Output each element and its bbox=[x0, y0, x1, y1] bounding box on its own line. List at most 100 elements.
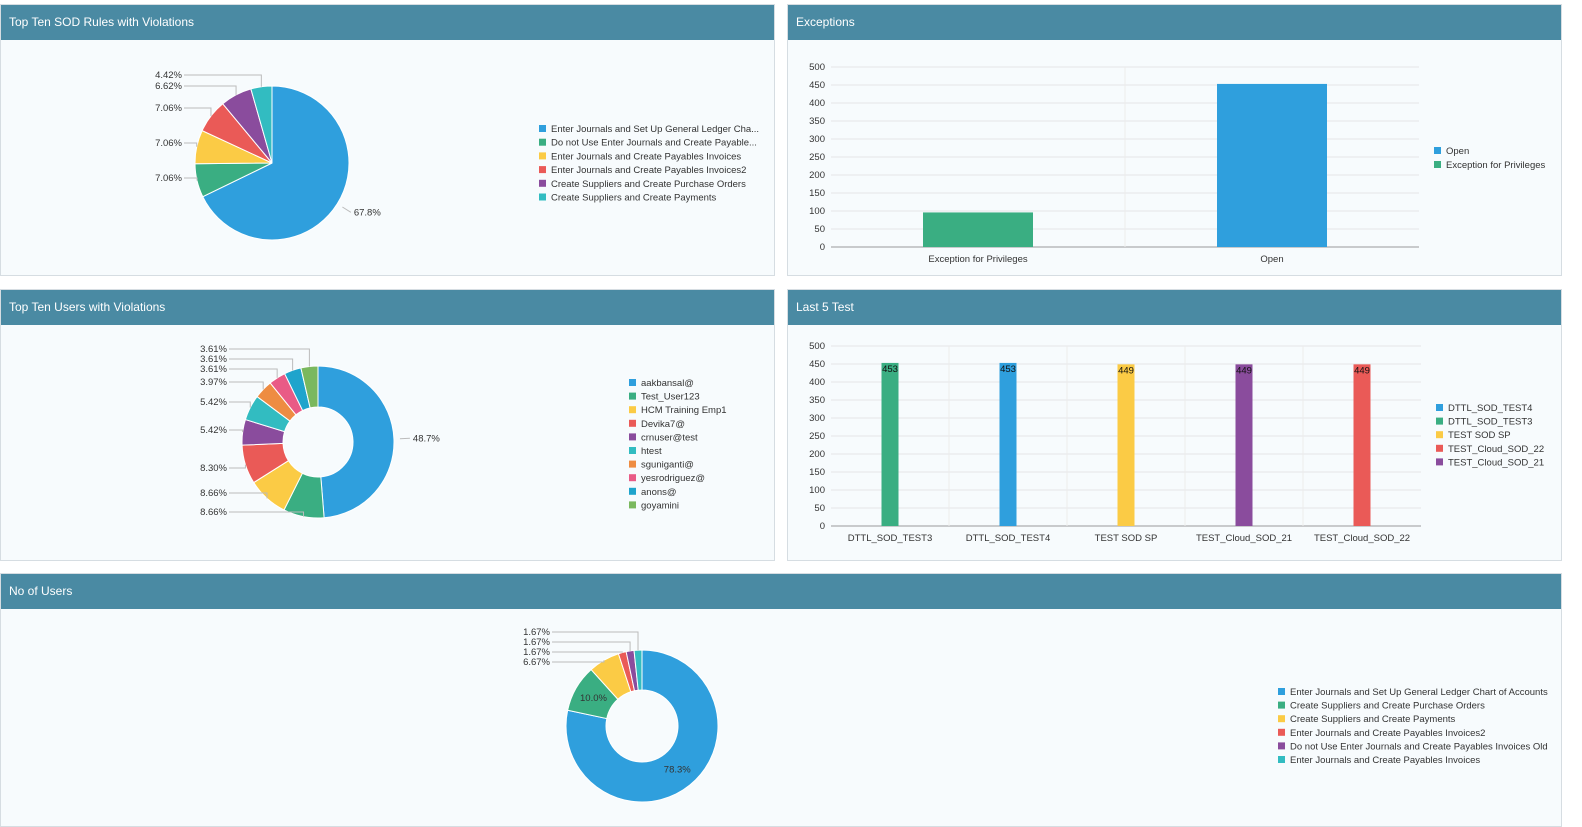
legend-label: Enter Journals and Create Payables Invoi… bbox=[1290, 728, 1485, 739]
leader-line bbox=[184, 177, 198, 181]
legend-swatch bbox=[1434, 147, 1441, 154]
legend-swatch bbox=[1434, 161, 1441, 168]
legend-label: Do not Use Enter Journals and Create Pay… bbox=[551, 138, 757, 149]
legend-swatch bbox=[539, 179, 546, 187]
bar bbox=[1117, 364, 1135, 526]
pie-slice bbox=[300, 365, 319, 409]
slice-label: 7.06% bbox=[155, 103, 182, 114]
legend-label: Open bbox=[1446, 146, 1469, 157]
slice-label: 67.8% bbox=[354, 207, 381, 218]
legend-swatch bbox=[629, 433, 636, 441]
legend-swatch bbox=[629, 419, 636, 427]
slice-label: 78.3% bbox=[664, 765, 691, 776]
y-tick-label: 300 bbox=[809, 413, 825, 424]
slice-label: 8.66% bbox=[200, 488, 227, 499]
x-tick-label: DTTL_SOD_TEST4 bbox=[966, 533, 1050, 544]
legend-swatch bbox=[1278, 688, 1285, 695]
y-tick-label: 500 bbox=[809, 62, 825, 73]
legend-swatch bbox=[629, 474, 636, 482]
pie-slice bbox=[250, 85, 273, 164]
legend-label: Enter Journals and Set Up General Ledger… bbox=[551, 124, 759, 135]
slice-label: 3.61% bbox=[200, 344, 227, 355]
leader-line bbox=[229, 368, 278, 378]
y-tick-label: 450 bbox=[809, 80, 825, 91]
legend-swatch bbox=[1436, 417, 1443, 425]
users-donut-chart: 48.7% 8.66% 8.66% 8.30% 5.42% 5.42% 3.97% 3.61%… bbox=[200, 344, 727, 519]
bar-value-label: 449 bbox=[1118, 365, 1134, 376]
slice-label: 6.62% bbox=[155, 81, 182, 92]
slice-label: 10.0% bbox=[580, 693, 607, 704]
leader-line bbox=[184, 107, 212, 117]
y-tick-label: 500 bbox=[809, 341, 825, 352]
legend-swatch bbox=[629, 460, 636, 468]
legend-label: sguniganti@ bbox=[641, 460, 694, 471]
legend-label: Create Suppliers and Create Payments bbox=[551, 193, 717, 204]
bar bbox=[1217, 83, 1327, 247]
slice-label: 8.30% bbox=[200, 463, 227, 474]
legend-swatch bbox=[1278, 715, 1285, 723]
legend-label: Exception for Privileges bbox=[1446, 160, 1546, 171]
legend-label: Enter Journals and Create Payables Invoi… bbox=[551, 165, 746, 176]
y-tick-label: 350 bbox=[809, 395, 825, 406]
panel-last5: Last 5 Test 0 50 100 150 200 250 300 350 400 450 5… bbox=[787, 289, 1562, 561]
x-tick-label: DTTL_SOD_TEST3 bbox=[848, 533, 932, 544]
legend-swatch bbox=[1278, 756, 1285, 763]
pie-slice bbox=[633, 649, 643, 691]
slice-label: 1.67% bbox=[523, 627, 550, 638]
legend-swatch bbox=[539, 138, 546, 146]
slice-label: 5.42% bbox=[200, 397, 227, 408]
legend-swatch bbox=[629, 487, 636, 495]
bar bbox=[1235, 364, 1253, 526]
legend-label: Create Suppliers and Create Payments bbox=[1290, 714, 1456, 725]
leader-line bbox=[229, 492, 268, 499]
exceptions-bar-chart: 0 50 100 150 200 250 300 350 400 450 500 Exception … bbox=[809, 62, 1546, 265]
panel-users: Top Ten Users with Violations 48.7% 8.66%… bbox=[0, 289, 775, 561]
y-tick-label: 200 bbox=[809, 170, 825, 181]
leader-line bbox=[184, 85, 237, 95]
y-tick-label: 0 bbox=[820, 242, 825, 253]
bar-value-label: 449 bbox=[1236, 365, 1252, 376]
bar bbox=[999, 362, 1017, 526]
leader-line bbox=[552, 660, 605, 663]
legend-swatch bbox=[629, 406, 636, 414]
y-tick-label: 250 bbox=[809, 152, 825, 163]
leader-line bbox=[229, 381, 264, 390]
bar-value-label: 453 bbox=[1000, 364, 1016, 375]
leader-line bbox=[184, 74, 262, 87]
panel-title: No of Users bbox=[1, 574, 1561, 609]
slice-label: 3.61% bbox=[200, 354, 227, 365]
slice-label: 48.7% bbox=[413, 433, 440, 444]
legend-label: Test_User123 bbox=[641, 392, 700, 403]
legend-swatch bbox=[629, 392, 636, 400]
bar-value-label: 453 bbox=[882, 364, 898, 375]
slice-label: 3.97% bbox=[200, 377, 227, 388]
legend-swatch bbox=[1436, 444, 1443, 452]
legend-label: goyamini bbox=[641, 500, 679, 511]
legend-swatch bbox=[539, 193, 546, 201]
legend-label: Do not Use Enter Journals and Create Pay… bbox=[1290, 741, 1548, 752]
slice-label: 6.67% bbox=[523, 657, 550, 668]
y-tick-label: 400 bbox=[809, 98, 825, 109]
panel-title: Exceptions bbox=[788, 5, 1561, 40]
sod-rules-pie-chart: 67.8% 7.06% 7.06% 7.06% 6.62%4.42% Enter Jour… bbox=[155, 70, 759, 241]
y-tick-label: 150 bbox=[809, 188, 825, 199]
y-tick-label: 150 bbox=[809, 467, 825, 478]
leader-line bbox=[552, 651, 623, 653]
panel-title: Top Ten Users with Violations bbox=[1, 290, 774, 325]
legend-label: DTTL_SOD_TEST4 bbox=[1448, 403, 1532, 414]
x-tick-label: TEST SOD SP bbox=[1095, 533, 1158, 544]
legend-label: Enter Journals and Set Up General Ledger… bbox=[1290, 687, 1548, 698]
legend-label: Create Suppliers and Create Purchase Ord… bbox=[551, 179, 746, 190]
panel-exceptions: Exceptions 0 50 100 150 200 250 300 350 400 450 50… bbox=[787, 4, 1562, 276]
slice-label: 7.06% bbox=[155, 138, 182, 149]
pie-slice bbox=[565, 649, 719, 803]
legend-swatch bbox=[1436, 458, 1443, 466]
no-users-donut-chart: 78.3%10.0%6.67%1.67%1.67%1.67%Enter Jour… bbox=[523, 627, 1548, 803]
leader-line bbox=[229, 511, 305, 517]
leader-line bbox=[184, 142, 198, 147]
legend-swatch bbox=[629, 447, 636, 454]
pie-slice bbox=[202, 85, 350, 241]
y-tick-label: 50 bbox=[814, 503, 825, 514]
legend-label: Create Suppliers and Create Purchase Ord… bbox=[1290, 701, 1485, 712]
leader-line bbox=[229, 464, 246, 469]
